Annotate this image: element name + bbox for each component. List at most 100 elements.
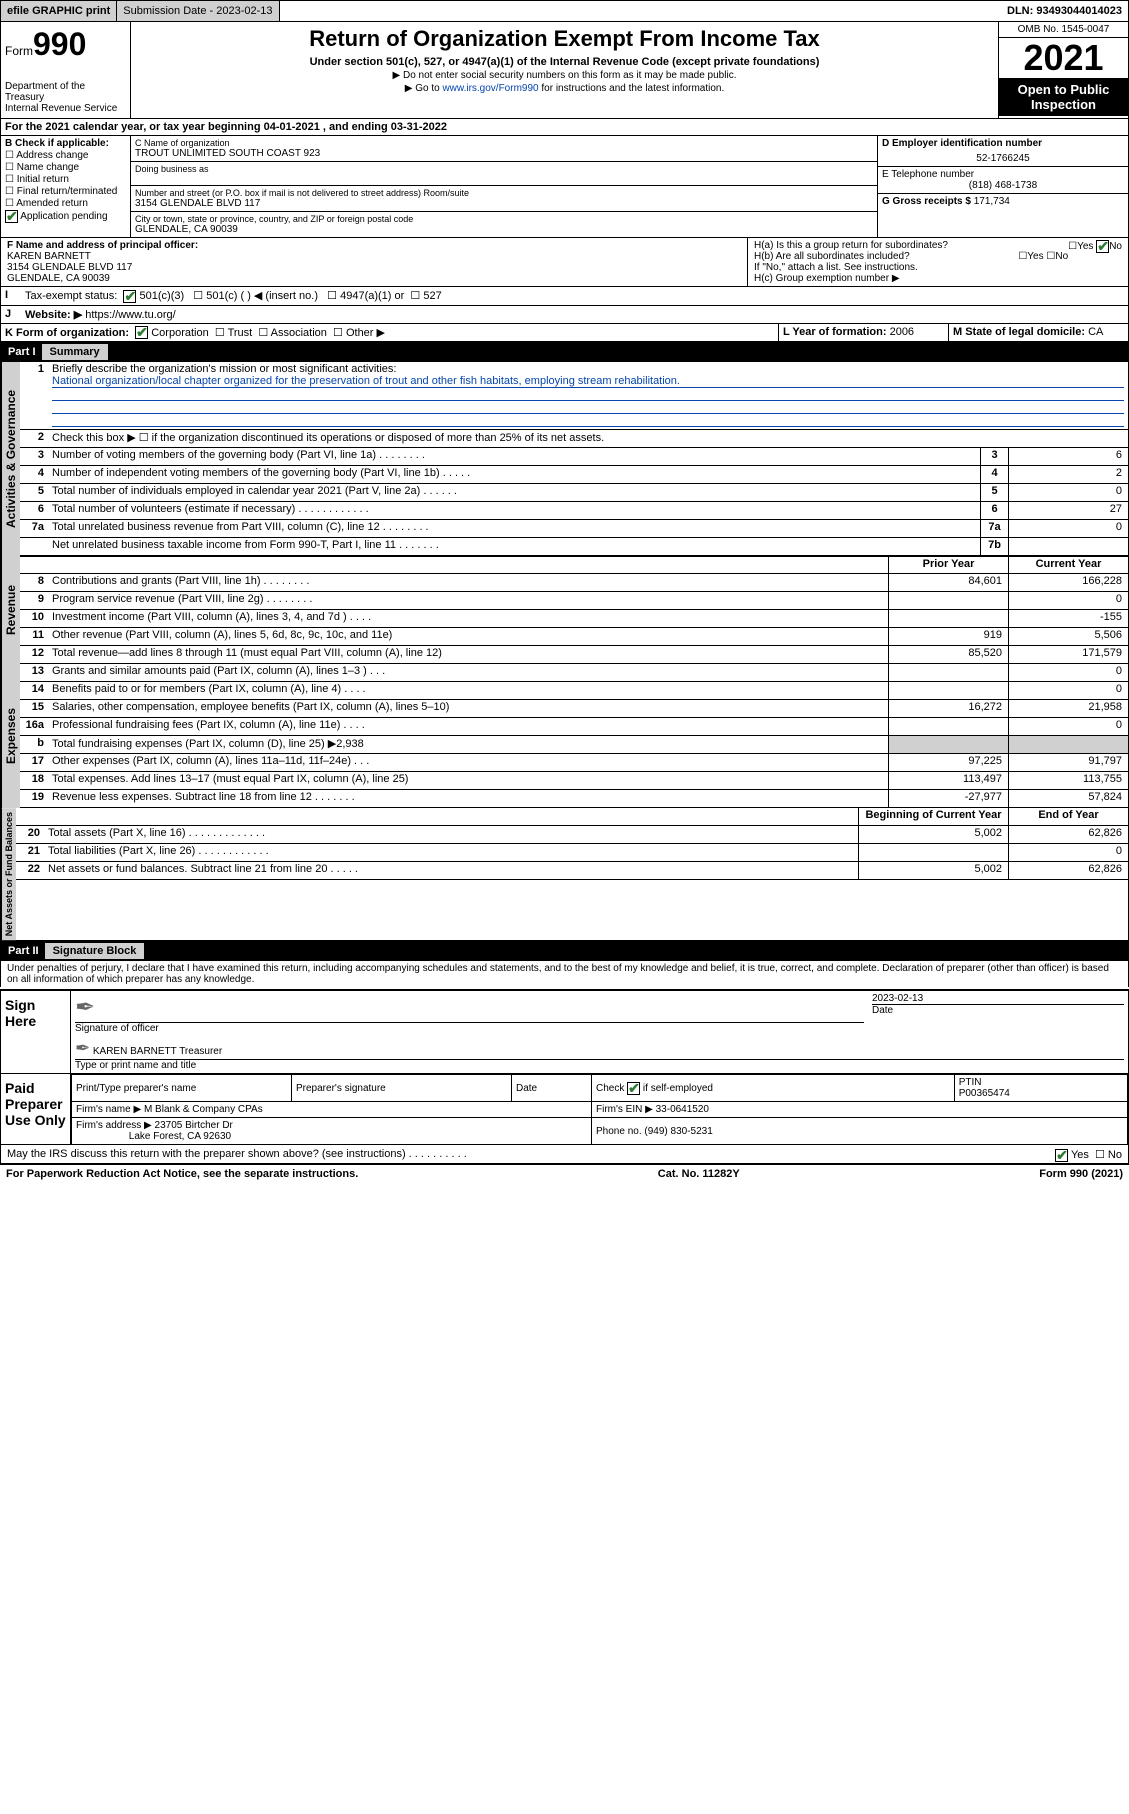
h-a: H(a) Is this a group return for subordin…	[754, 240, 1122, 251]
gov-line-4: 4Number of independent voting members of…	[20, 466, 1128, 484]
type-name-label: Type or print name and title	[75, 1059, 1124, 1071]
k-row: K Form of organization: Corporation ☐ Tr…	[0, 324, 1129, 343]
org-name: TROUT UNLIMITED SOUTH COAST 923	[135, 148, 873, 159]
h-b: H(b) Are all subordinates included? ☐Yes…	[754, 251, 1122, 262]
sign-here-label: Sign Here	[1, 991, 71, 1073]
firm-addr2: Lake Forest, CA 92630	[129, 1131, 231, 1142]
k-label: K Form of organization:	[5, 327, 129, 339]
cb-address-change[interactable]: ☐ Address change	[5, 150, 126, 161]
discuss-row: May the IRS discuss this return with the…	[0, 1145, 1129, 1164]
exp-line-b: bTotal fundraising expenses (Part IX, co…	[20, 736, 1128, 754]
rev-line-10: 10Investment income (Part VIII, column (…	[20, 610, 1128, 628]
phone-label: E Telephone number	[882, 169, 1124, 180]
tax-status-label: Tax-exempt status:	[25, 290, 117, 302]
exp-line-13: 13Grants and similar amounts paid (Part …	[20, 664, 1128, 682]
preparer-table: Print/Type preparer's name Preparer's si…	[71, 1074, 1128, 1144]
phone: (818) 468-1738	[882, 180, 1124, 191]
h-c: H(c) Group exemption number ▶	[754, 273, 1122, 284]
cb-initial-return[interactable]: ☐ Initial return	[5, 174, 126, 185]
prior-year-head: Prior Year	[888, 557, 1008, 573]
tab-governance: Activities & Governance	[1, 362, 20, 556]
gross-receipts: 171,734	[974, 196, 1010, 207]
ein-label: D Employer identification number	[882, 138, 1124, 149]
irs-link[interactable]: www.irs.gov/Form990	[442, 83, 538, 94]
omb-number: OMB No. 1545-0047	[999, 22, 1128, 38]
rev-section: Revenue Prior Year Current Year 8Contrib…	[0, 556, 1129, 664]
tax-year-line: For the 2021 calendar year, or tax year …	[0, 119, 1129, 136]
cb-corp[interactable]	[135, 326, 148, 339]
gov-line-7b: Net unrelated business taxable income fr…	[20, 538, 1128, 556]
officer-addr2: GLENDALE, CA 90039	[7, 273, 741, 284]
submission-date: Submission Date - 2023-02-13	[117, 1, 279, 21]
na-line-21: 21Total liabilities (Part X, line 26) . …	[16, 844, 1128, 862]
officer-name: KAREN BARNETT	[7, 251, 741, 262]
cb-name-change[interactable]: ☐ Name change	[5, 162, 126, 173]
mission-text: National organization/local chapter orga…	[52, 375, 1124, 388]
officer-name-title: KAREN BARNETT Treasurer	[93, 1046, 222, 1057]
gov-line-6: 6Total number of volunteers (estimate if…	[20, 502, 1128, 520]
tax-status-row: I Tax-exempt status: 501(c)(3) ☐ 501(c) …	[0, 287, 1129, 306]
pen-icon-2: ✒	[75, 1038, 90, 1058]
rev-line-11: 11Other revenue (Part VIII, column (A), …	[20, 628, 1128, 646]
exp-line-19: 19Revenue less expenses. Subtract line 1…	[20, 790, 1128, 808]
boy-head: Beginning of Current Year	[858, 808, 1008, 825]
ein: 52-1766245	[882, 153, 1124, 164]
form-ref: Form 990 (2021)	[1039, 1168, 1123, 1180]
org-city: GLENDALE, CA 90039	[135, 224, 873, 235]
form-label: Form	[5, 44, 33, 58]
org-info-block: B Check if applicable: ☐ Address change …	[0, 136, 1129, 238]
mission-label: Briefly describe the organization's miss…	[52, 363, 1124, 375]
exp-line-15: 15Salaries, other compensation, employee…	[20, 700, 1128, 718]
date-label: Date	[872, 1004, 1124, 1016]
state-domicile: CA	[1088, 326, 1103, 338]
exp-line-16a: 16aProfessional fundraising fees (Part I…	[20, 718, 1128, 736]
form-subtitle: Under section 501(c), 527, or 4947(a)(1)…	[139, 56, 990, 68]
cb-discuss-yes[interactable]	[1055, 1149, 1068, 1162]
cb-app-pending[interactable]: Application pending	[5, 210, 126, 223]
irs-label: Internal Revenue Service	[5, 103, 126, 114]
cb-final-return[interactable]: ☐ Final return/terminated	[5, 186, 126, 197]
addr-label: Number and street (or P.O. box if mail i…	[135, 188, 873, 198]
form-number: 990	[33, 26, 86, 62]
current-year-head: Current Year	[1008, 557, 1128, 573]
org-address: 3154 GLENDALE BLVD 117	[135, 198, 873, 209]
website-url[interactable]: https://www.tu.org/	[85, 309, 175, 321]
eoy-head: End of Year	[1008, 808, 1128, 825]
rev-line-12: 12Total revenue—add lines 8 through 11 (…	[20, 646, 1128, 664]
signature-block: Sign Here ✒ Signature of officer 2023-02…	[0, 989, 1129, 1145]
tab-revenue: Revenue	[1, 556, 20, 664]
ptin: P00365474	[959, 1088, 1010, 1099]
efile-print-button[interactable]: efile GRAPHIC print	[1, 1, 117, 21]
rev-line-8: 8Contributions and grants (Part VIII, li…	[20, 574, 1128, 592]
na-section: Net Assets or Fund Balances Beginning of…	[0, 808, 1129, 941]
officer-label: F Name and address of principal officer:	[7, 240, 741, 251]
cat-no: Cat. No. 11282Y	[658, 1168, 740, 1180]
tax-year: 2021	[999, 38, 1128, 78]
dba-label: Doing business as	[135, 164, 873, 174]
ssn-note: ▶ Do not enter social security numbers o…	[139, 70, 990, 81]
perjury-decl: Under penalties of perjury, I declare th…	[0, 961, 1129, 987]
pra-notice: For Paperwork Reduction Act Notice, see …	[6, 1168, 358, 1180]
exp-line-18: 18Total expenses. Add lines 13–17 (must …	[20, 772, 1128, 790]
website-row: J Website: ▶ https://www.tu.org/	[0, 306, 1129, 324]
check-b-label: B Check if applicable:	[5, 138, 126, 149]
part2-bar: Part IISignature Block	[0, 941, 1129, 961]
cb-self-employed[interactable]	[627, 1082, 640, 1095]
exp-line-14: 14Benefits paid to or for members (Part …	[20, 682, 1128, 700]
firm-name: M Blank & Company CPAs	[144, 1104, 263, 1115]
footer: For Paperwork Reduction Act Notice, see …	[0, 1164, 1129, 1183]
cb-501c3[interactable]	[123, 290, 136, 303]
firm-ein: 33-0641520	[656, 1104, 709, 1115]
officer-h-block: F Name and address of principal officer:…	[0, 238, 1129, 287]
paid-preparer-label: Paid Preparer Use Only	[1, 1074, 71, 1144]
part1-bar: Part ISummary	[0, 342, 1129, 362]
dept-treasury: Department of the Treasury	[5, 81, 126, 103]
na-line-20: 20Total assets (Part X, line 16) . . . .…	[16, 826, 1128, 844]
rev-line-9: 9Program service revenue (Part VIII, lin…	[20, 592, 1128, 610]
gov-line-3: 3Number of voting members of the governi…	[20, 448, 1128, 466]
cb-amended[interactable]: ☐ Amended return	[5, 198, 126, 209]
h-b-note: If "No," attach a list. See instructions…	[754, 262, 1122, 273]
gov-line-5: 5Total number of individuals employed in…	[20, 484, 1128, 502]
tab-expenses: Expenses	[1, 664, 20, 808]
website-label: Website: ▶	[25, 309, 82, 321]
